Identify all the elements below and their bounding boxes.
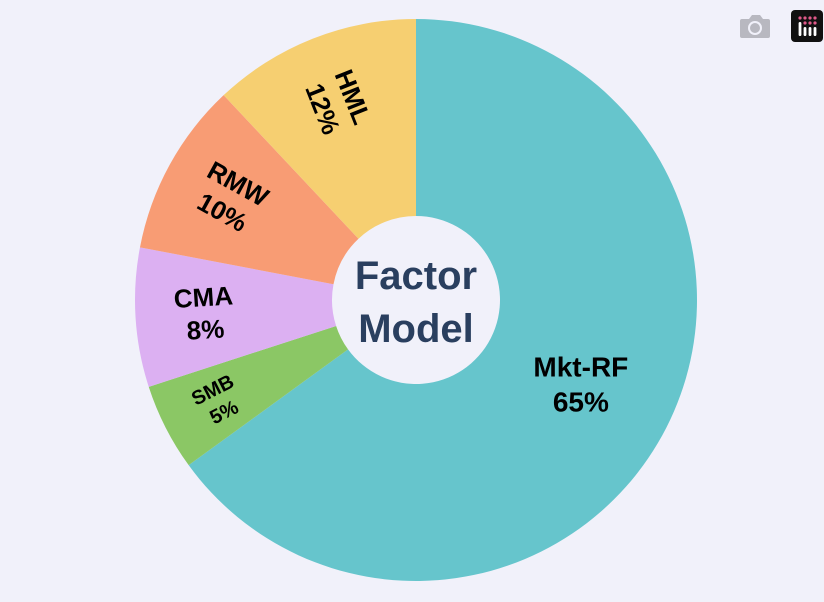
modebar xyxy=(738,10,824,42)
slice-label-percent: 8% xyxy=(186,313,225,345)
slice-hml[interactable] xyxy=(223,19,416,239)
camera-icon xyxy=(740,15,770,38)
center-title-line-1: Factor xyxy=(355,254,477,298)
center-title-line-2: Model xyxy=(358,307,474,351)
slice-rmw[interactable] xyxy=(139,95,359,285)
plotly-logo-button[interactable] xyxy=(790,10,824,42)
slice-smb[interactable] xyxy=(148,325,349,466)
slice-cma[interactable] xyxy=(135,247,337,387)
pie-slices xyxy=(135,19,697,581)
slice-mkt-rf[interactable] xyxy=(188,19,697,581)
download-png-button[interactable] xyxy=(738,10,772,42)
slice-label-name: CMA xyxy=(173,280,234,314)
slice-label-mkt-rf: Mkt-RF 65% xyxy=(533,351,628,417)
plotly-logo-icon xyxy=(791,10,823,42)
slice-label-percent: 65% xyxy=(553,386,609,417)
slice-label-name: Mkt-RF xyxy=(533,351,628,382)
